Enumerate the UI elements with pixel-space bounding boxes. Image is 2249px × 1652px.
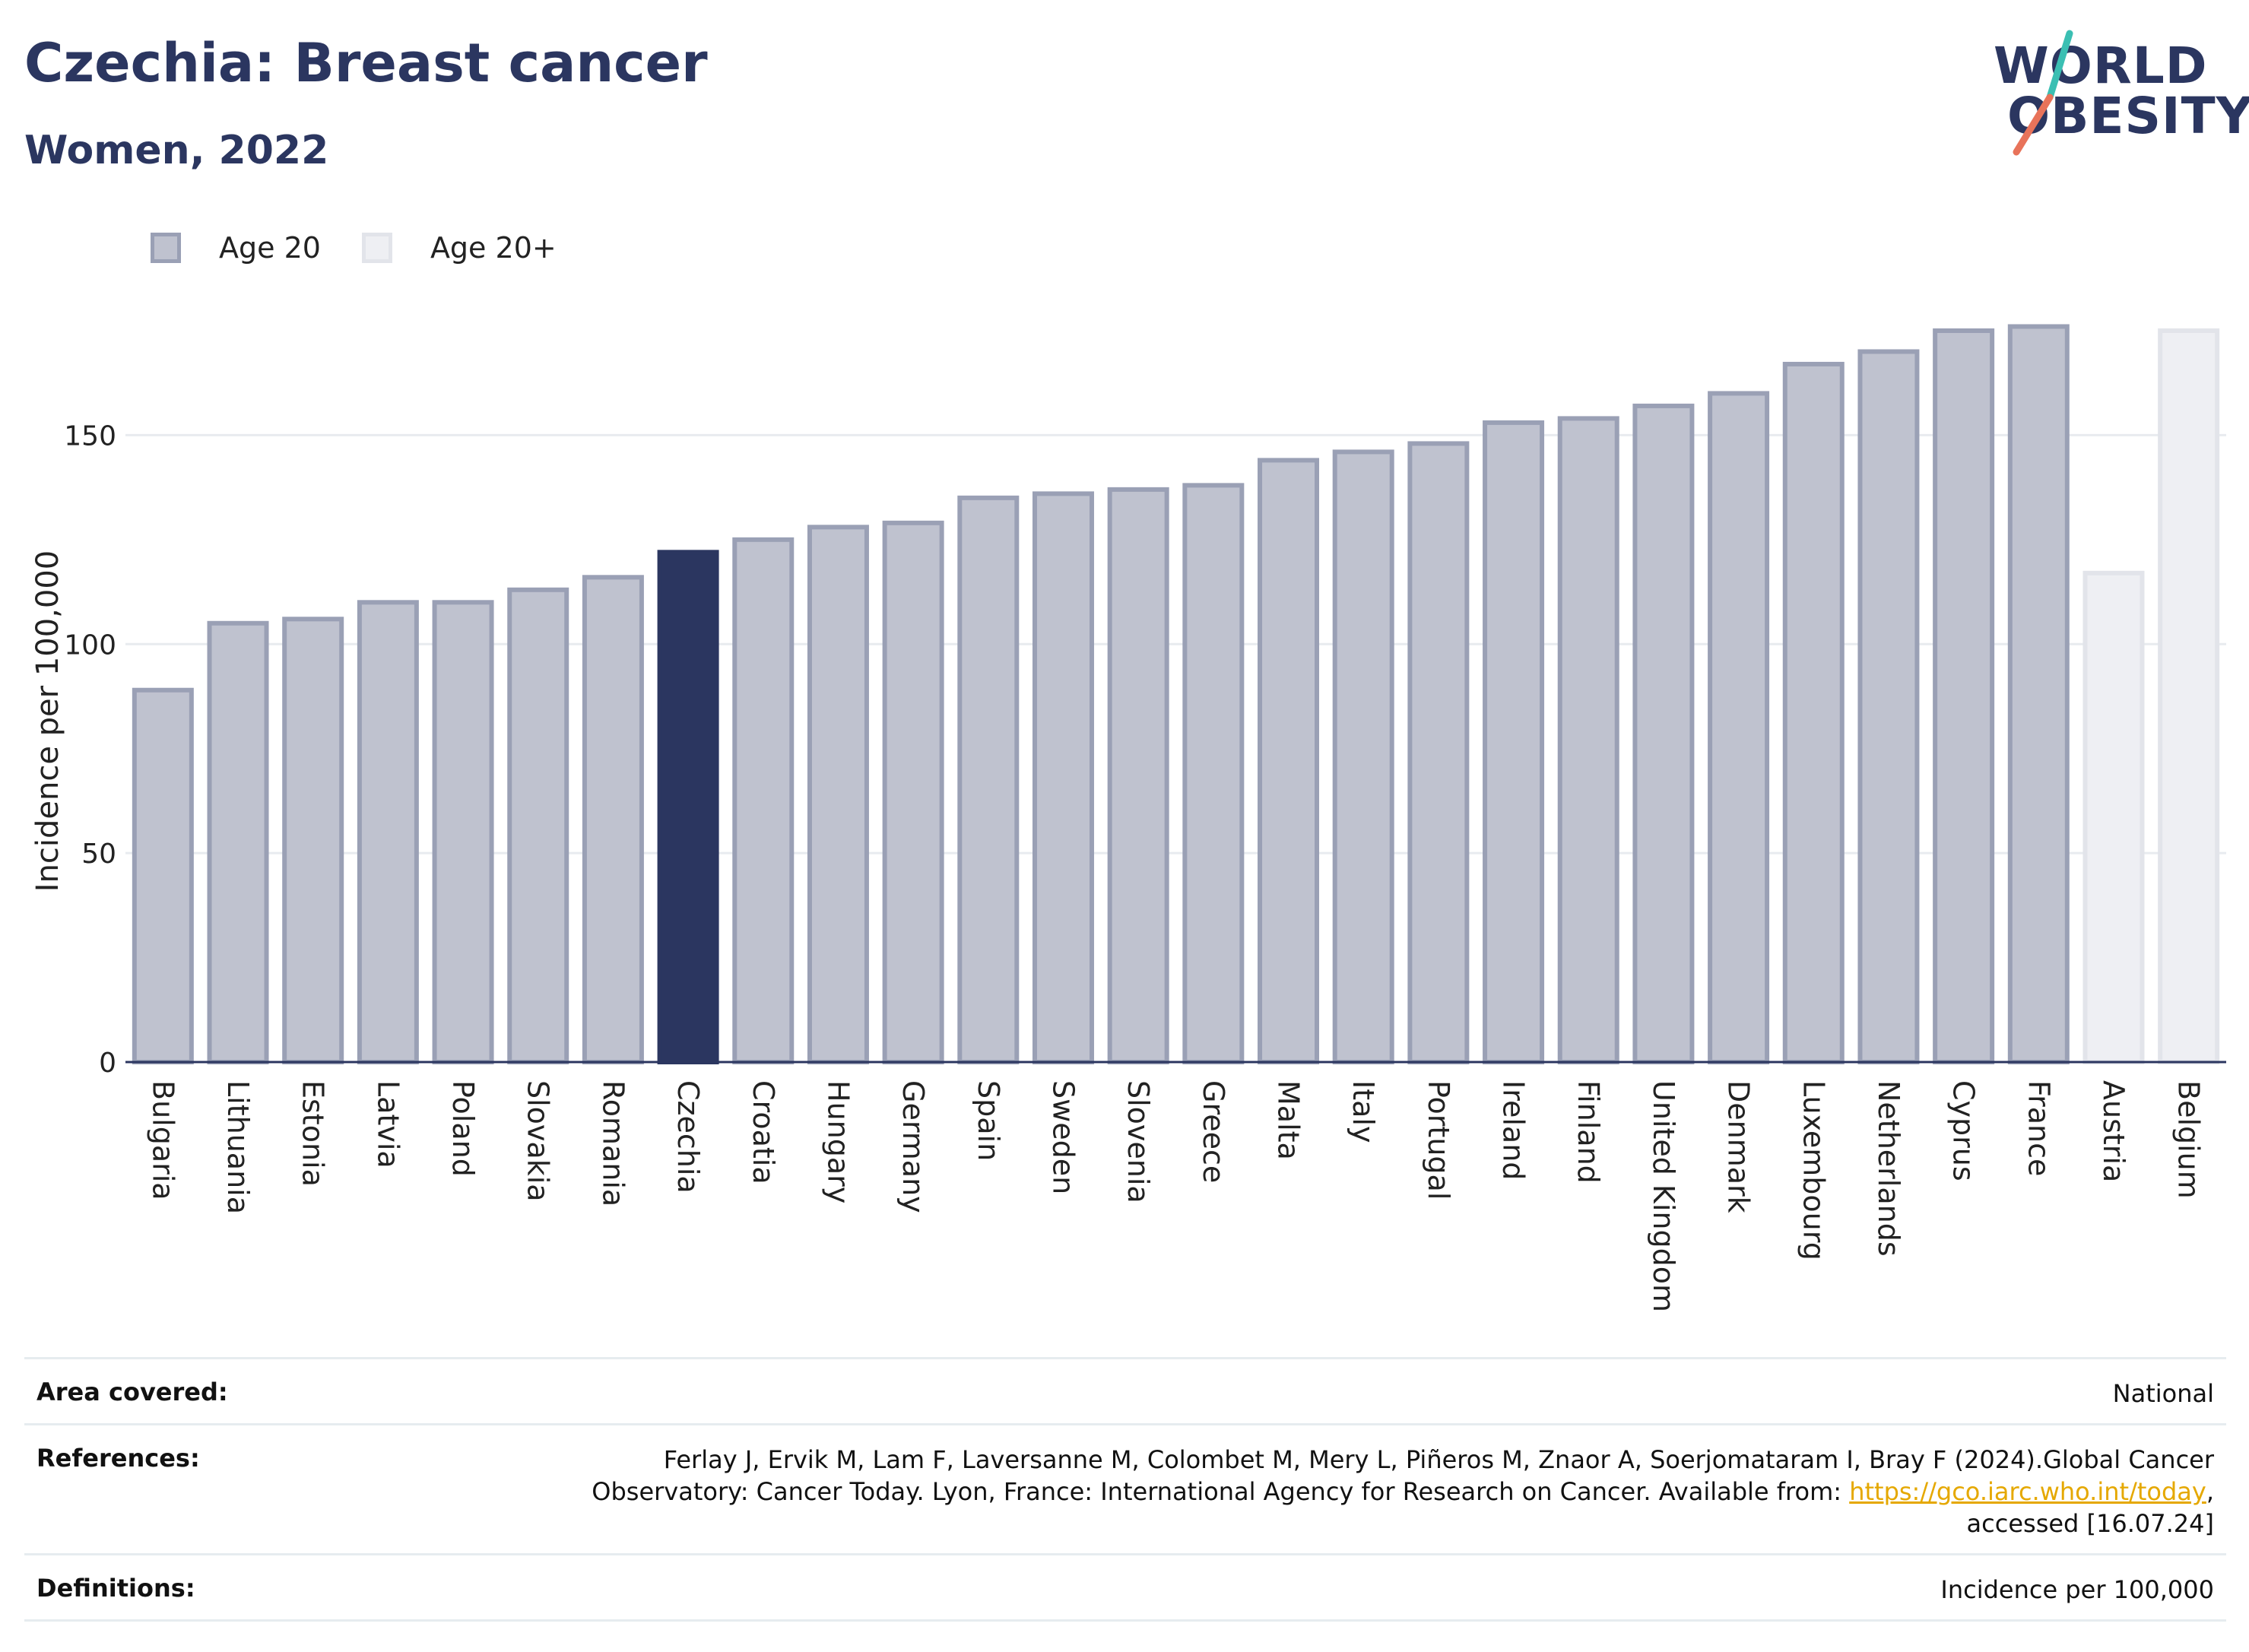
y-axis-label: Incidence per 100,000	[30, 550, 65, 893]
bar-greece	[1182, 483, 1245, 1064]
y-tick-label: 50	[81, 839, 116, 870]
bar-malta	[1258, 458, 1320, 1065]
legend-item-age20[interactable]: Age 20	[151, 231, 321, 265]
bar-netherlands	[1857, 349, 1920, 1064]
info-table: Area covered: National References: Ferla…	[24, 1357, 2226, 1622]
x-tick-label: Malta	[1272, 1080, 1305, 1160]
y-tick-label: 150	[64, 420, 116, 452]
x-tick-label: Netherlands	[1872, 1080, 1905, 1257]
logo-line-1: WORLD	[1994, 36, 2208, 95]
x-tick-label: Latvia	[371, 1080, 404, 1168]
bar-czechia	[657, 550, 719, 1065]
bar-hungary	[807, 525, 869, 1064]
x-tick-label: Bulgaria	[146, 1080, 179, 1200]
bar-sweden	[1032, 491, 1094, 1064]
definitions-label: Definitions:	[36, 1574, 195, 1603]
x-tick-label: Poland	[446, 1080, 480, 1177]
x-tick-label: United Kingdom	[1647, 1080, 1680, 1312]
x-tick-label: Cyprus	[1947, 1080, 1981, 1181]
bar-romania	[582, 575, 644, 1064]
bar-portugal	[1407, 441, 1470, 1064]
x-tick-label: Finland	[1572, 1080, 1605, 1184]
bar-germany	[882, 520, 944, 1065]
references-link[interactable]: https://gco.iarc.who.int/today	[1849, 1477, 2206, 1506]
x-tick-label: France	[2022, 1080, 2055, 1176]
x-tick-label: Italy	[1347, 1080, 1380, 1143]
bar-poland	[432, 600, 494, 1064]
info-row-references: References: Ferlay J, Ervik M, Lam F, La…	[24, 1423, 2226, 1553]
bar-lithuania	[207, 620, 269, 1064]
x-tick-label: Hungary	[821, 1080, 855, 1203]
references-tail: , accessed [16.07.24]	[1966, 1477, 2214, 1538]
x-tick-label: Estonia	[297, 1080, 330, 1187]
bar-ireland	[1483, 420, 1545, 1064]
bar-slovakia	[507, 587, 569, 1064]
references-label: References:	[36, 1444, 200, 1473]
chart-legend: Age 20 Age 20+	[151, 227, 598, 269]
bar-finland	[1557, 416, 1619, 1065]
x-tick-label: Romania	[596, 1080, 630, 1206]
x-tick-label: Slovakia	[522, 1080, 555, 1202]
chart-title: Czechia: Breast cancer	[24, 32, 708, 94]
x-tick-label: Croatia	[747, 1080, 780, 1184]
area-covered-value: National	[2112, 1379, 2214, 1408]
legend-item-age20plus[interactable]: Age 20+	[361, 231, 557, 265]
x-tick-label: Lithuania	[221, 1080, 255, 1214]
info-row-area: Area covered: National	[24, 1357, 2226, 1423]
y-tick-label: 100	[64, 629, 116, 661]
info-row-definitions: Definitions: Incidence per 100,000	[24, 1553, 2226, 1622]
bar-denmark	[1708, 391, 1770, 1064]
x-tick-label: Belgium	[2172, 1080, 2206, 1199]
x-tick-label: Greece	[1197, 1080, 1230, 1183]
x-tick-label: Denmark	[1722, 1080, 1756, 1213]
world-obesity-logo: WORLD OBESITY	[1977, 23, 2249, 167]
bar-spain	[957, 495, 1020, 1064]
legend-swatch-age20plus	[361, 233, 392, 263]
x-tick-label: Germany	[896, 1080, 930, 1213]
x-tick-label: Czechia	[671, 1080, 705, 1194]
bar-italy	[1332, 449, 1394, 1064]
bar-france	[2007, 324, 2070, 1065]
area-covered-label: Area covered:	[36, 1378, 228, 1406]
bar-cyprus	[1933, 328, 1995, 1065]
bar-chart: 0 50 100 150 Incidence per 100,000 Bulgaria Li…	[30, 324, 2226, 1312]
bar-bulgaria	[132, 687, 194, 1064]
bar-slovenia	[1107, 487, 1169, 1064]
references-text: Ferlay J, Ervik M, Lam F, Laversanne M, …	[592, 1445, 2214, 1506]
bar-austria	[2082, 570, 2145, 1064]
legend-swatch-age20	[151, 233, 181, 263]
legend-label: Age 20	[219, 231, 321, 265]
logo-slash-icon	[2013, 30, 2073, 156]
bar-united-kingdom	[1632, 403, 1695, 1065]
x-tick-label: Spain	[972, 1080, 1005, 1161]
bar-latvia	[357, 600, 419, 1064]
bar-croatia	[732, 537, 795, 1064]
bar-belgium	[2158, 328, 2220, 1065]
chart-subtitle: Women, 2022	[24, 128, 329, 173]
references-value: Ferlay J, Ervik M, Lam F, Laversanne M, …	[557, 1444, 2214, 1539]
x-tick-label: Austria	[2097, 1080, 2130, 1182]
x-tick-label: Slovenia	[1121, 1080, 1155, 1203]
bar-luxembourg	[1782, 361, 1845, 1064]
y-tick-label: 0	[99, 1048, 116, 1079]
legend-label: Age 20+	[430, 231, 557, 265]
definitions-value: Incidence per 100,000	[1940, 1575, 2214, 1604]
x-tick-label: Portugal	[1422, 1080, 1455, 1200]
x-tick-label: Ireland	[1497, 1080, 1531, 1180]
x-tick-label: Luxembourg	[1797, 1080, 1830, 1260]
x-tick-label: Sweden	[1046, 1080, 1080, 1194]
bar-estonia	[282, 617, 344, 1064]
